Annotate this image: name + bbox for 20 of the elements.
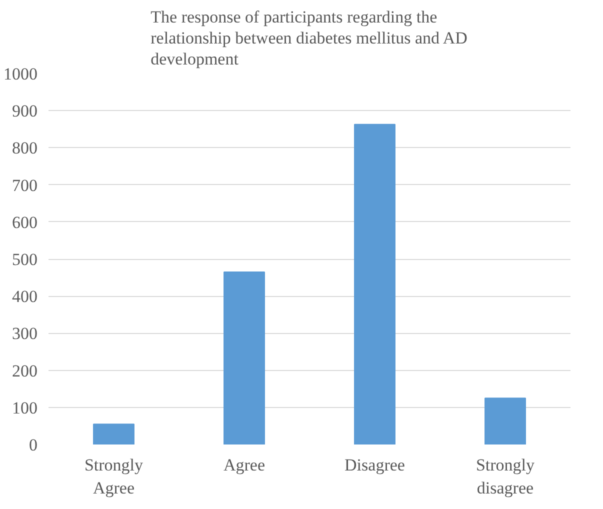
x-tick-label: Strongly disagree: [476, 456, 536, 498]
y-tick-label: 300: [12, 324, 38, 344]
y-tick-label: 200: [12, 361, 38, 380]
y-tick-label: 600: [12, 212, 38, 232]
x-tick-label: Strongly Agree: [84, 456, 144, 498]
bar: [354, 124, 396, 444]
y-tick-label: 0: [29, 436, 38, 454]
y-tick-label: 800: [12, 138, 38, 158]
y-tick-label: 400: [12, 287, 38, 306]
y-tick-label: 700: [12, 176, 38, 195]
y-tick-label: 500: [12, 250, 38, 269]
bar: [93, 424, 134, 444]
y-tick-label: 100: [12, 398, 38, 418]
bar: [224, 271, 265, 444]
chart-title: The response of participants regarding the relationship between diabetes mellitus and AD development: [150, 8, 468, 68]
y-tick-label: 900: [12, 102, 38, 121]
y-tick-label: 1000: [4, 64, 38, 84]
x-tick-label: Agree: [223, 456, 266, 474]
bar: [484, 398, 526, 444]
x-tick-label: Disagree: [344, 456, 405, 474]
